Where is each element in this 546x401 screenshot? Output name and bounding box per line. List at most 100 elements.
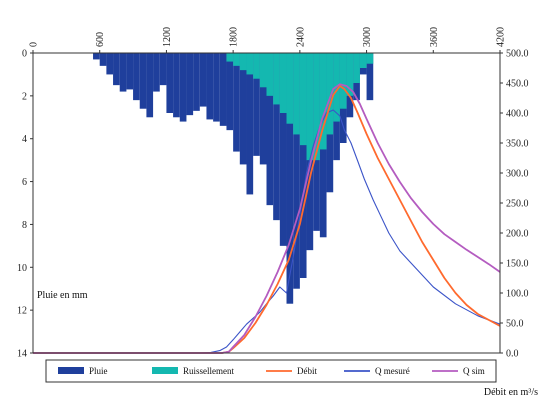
bar: [359, 53, 367, 68]
legend-swatch: [58, 367, 84, 374]
bar: [93, 53, 100, 60]
line-q-mesuré: [33, 109, 501, 354]
y-left-tick-label: 6: [22, 177, 27, 188]
bar: [273, 53, 280, 105]
bar: [293, 53, 300, 289]
x-tick-label: 600: [95, 32, 106, 47]
y-left-tick-label: 4: [22, 134, 27, 145]
bar: [146, 53, 154, 118]
bar: [239, 53, 247, 165]
y-right-tick-label: 0.0: [506, 349, 519, 360]
y-right-tick-label: 250.0: [506, 199, 529, 210]
y-right-tick-label: 200.0: [506, 229, 529, 240]
bar: [319, 53, 327, 150]
legend-item: Q mesuré: [344, 366, 410, 376]
bar: [213, 53, 220, 122]
y-left-tick-label: 14: [17, 349, 27, 360]
y-left-tick-label: 12: [17, 306, 27, 317]
y-right-tick-label: 300.0: [506, 169, 529, 180]
bar: [179, 53, 187, 122]
y-axis-right-label: Débit en m³/s: [484, 387, 538, 398]
bar: [273, 53, 280, 221]
y-right-tick-label: 350.0: [506, 139, 529, 150]
bar: [293, 53, 300, 135]
y-left-tick-label: 10: [17, 263, 27, 274]
y-axis-left-label: Pluie en mm: [37, 290, 88, 301]
bar: [226, 53, 234, 131]
y-right-tick-label: 500.0: [506, 49, 529, 60]
y-right-tick-label: 400.0: [506, 109, 529, 120]
x-tick-label: 0: [29, 42, 40, 47]
legend-label: Ruissellement: [183, 366, 234, 376]
axes-layer: 0 600 1200 1800 2400 3000 3600 4200 0 2 4 6 8 10 12 14 0…: [17, 27, 529, 360]
x-tick-label: 2400: [295, 27, 306, 47]
bars-layer: [93, 53, 374, 304]
x-tick-label: 1200: [162, 27, 173, 47]
bar: [226, 53, 234, 62]
bar: [153, 53, 160, 92]
line-débit: [33, 85, 501, 354]
x-tick-label: 3600: [429, 27, 440, 47]
bar: [299, 53, 307, 278]
bar: [119, 53, 127, 92]
x-tick-label: 4200: [496, 27, 507, 47]
legend-label: Q sim: [463, 366, 485, 376]
bar: [306, 53, 314, 161]
y-left-tick-label: 0: [22, 49, 27, 60]
bar: [206, 53, 214, 120]
bar: [233, 53, 240, 66]
legend-swatch: [152, 367, 178, 374]
bar: [193, 53, 200, 111]
bar: [366, 53, 374, 101]
legend-label: Q mesuré: [375, 366, 410, 376]
bar: [199, 53, 207, 107]
bar: [286, 53, 294, 124]
legend-item: Q sim: [432, 366, 485, 376]
y-right-tick-label: 50.0: [506, 319, 524, 330]
bar: [339, 53, 347, 109]
y-right-tick-label: 100.0: [506, 289, 529, 300]
bar: [313, 53, 320, 161]
y-left-tick-label: 2: [22, 91, 27, 102]
y-right-tick-label: 150.0: [506, 259, 529, 270]
bar: [186, 53, 194, 116]
bar: [173, 53, 180, 118]
y-left-tick-label: 8: [22, 220, 27, 231]
legend-item: Débit: [266, 366, 317, 376]
bar: [99, 53, 107, 66]
bar: [139, 53, 147, 109]
bar: [286, 53, 294, 304]
bar: [353, 53, 360, 83]
bar: [113, 53, 120, 86]
bar: [326, 53, 334, 135]
bar: [133, 53, 140, 101]
bar: [346, 53, 354, 96]
bar: [279, 53, 287, 246]
bar: [253, 53, 260, 156]
legend: Pluie Ruissellement Débit Q mesuré Q sim: [45, 359, 497, 383]
bar: [246, 53, 254, 195]
bar: [159, 53, 167, 86]
x-tick-label: 1800: [229, 27, 240, 47]
bar: [233, 53, 240, 152]
bar: [279, 53, 287, 113]
lines-layer: [33, 83, 501, 354]
bar: [266, 53, 274, 206]
line-q-sim: [33, 83, 501, 354]
bar: [299, 53, 307, 146]
bar: [246, 53, 254, 75]
y-right-tick-label: 450.0: [506, 79, 529, 90]
x-tick-label: 3000: [362, 27, 373, 47]
bar: [253, 53, 260, 79]
legend-label: Pluie: [89, 366, 108, 376]
bar-series-ruissellement: [226, 53, 374, 161]
bar: [266, 53, 274, 96]
legend-item: Pluie: [58, 366, 108, 376]
bar: [166, 53, 174, 113]
bar: [106, 53, 114, 75]
bar: [259, 53, 267, 88]
legend-item: Ruissellement: [152, 366, 234, 376]
bar: [219, 53, 227, 126]
legend-label: Débit: [297, 366, 317, 376]
